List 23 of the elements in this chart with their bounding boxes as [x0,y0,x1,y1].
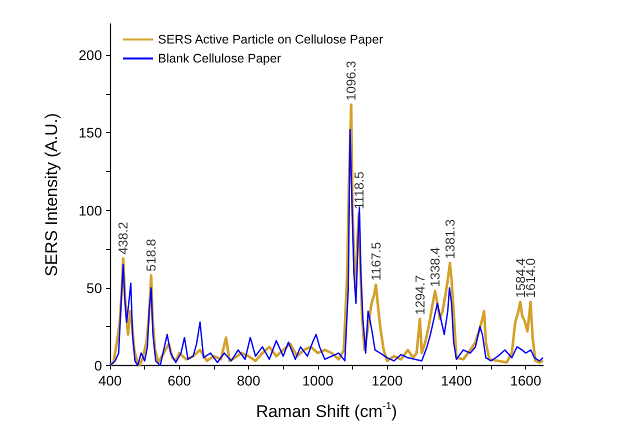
x-tick-label: 600 [168,372,192,388]
annotation: 1118.5 [351,172,366,210]
annotation: 1294.7 [412,275,428,315]
y-axis-title: SERS Intensity (A.U.) [42,113,61,276]
x-tick-label: 1000 [302,372,334,388]
annotation: 438.2 [116,222,131,254]
y-tick-label: 50 [86,280,102,296]
annotation: 1338.4 [428,247,443,287]
legend-label: SERS Active Particle on Cellulose Paper [158,32,384,46]
x-tick-label: 1600 [510,372,542,388]
x-tick-label: 1400 [440,372,472,388]
x-tick-label: 1200 [372,372,403,388]
x-tick-label: 400 [98,372,122,388]
annotation: 1381.3 [442,219,458,260]
y-tick-label: 100 [78,202,102,218]
x-tick-label: 800 [236,372,260,388]
y-tick-label: 150 [78,124,102,141]
legend-label: Blank Cellulose Paper [158,52,281,66]
y-tick-label: 200 [78,47,102,64]
y-tick-label: 0 [94,358,102,374]
annotation: 1167.5 [368,242,384,281]
annotation: 518.8 [144,238,159,272]
annotation: 1096.3 [344,60,359,101]
